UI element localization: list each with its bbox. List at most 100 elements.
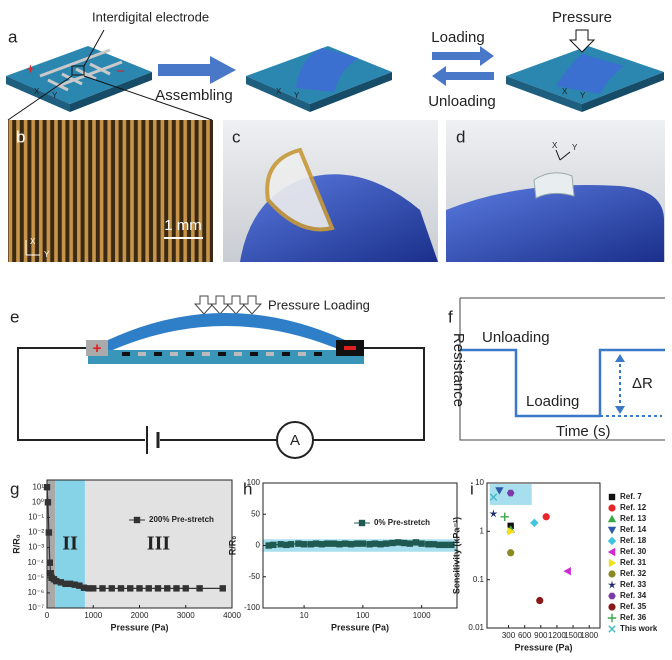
legend-marker bbox=[607, 580, 617, 589]
region-label: III bbox=[147, 533, 171, 555]
legend-label: Ref. 31 bbox=[620, 558, 647, 567]
label: Pressure Loading bbox=[268, 297, 370, 312]
axis-x: X bbox=[34, 87, 40, 96]
marker bbox=[383, 540, 390, 547]
zoom-line bbox=[83, 75, 213, 121]
legend-marker bbox=[608, 592, 616, 600]
marker bbox=[164, 585, 171, 592]
panel-b: b 1 mm X Y bbox=[8, 120, 213, 262]
marker bbox=[412, 539, 420, 546]
panel-letter: a bbox=[8, 27, 18, 46]
legend-label: Ref. 34 bbox=[620, 591, 647, 600]
marker bbox=[219, 585, 226, 592]
marker bbox=[359, 540, 367, 547]
y-tick-label: 10 bbox=[475, 478, 484, 487]
axis-y: Y bbox=[44, 250, 50, 259]
panel-letter: b bbox=[16, 127, 25, 146]
marker bbox=[395, 539, 402, 546]
sign bbox=[344, 346, 356, 350]
x-label: Time (s) bbox=[556, 423, 610, 440]
film bbox=[556, 54, 624, 94]
label: Loading bbox=[526, 393, 579, 410]
legend-marker bbox=[607, 547, 616, 557]
legend-marker bbox=[607, 514, 617, 523]
y-tick-label: 10⁻¹ bbox=[28, 513, 44, 522]
sign: + bbox=[93, 340, 102, 357]
axis-x: X bbox=[30, 237, 36, 246]
marker bbox=[85, 585, 92, 592]
marker bbox=[45, 529, 53, 536]
legend-marker bbox=[358, 519, 366, 527]
legend-marker bbox=[607, 536, 617, 546]
legend-label: Ref. 12 bbox=[620, 503, 647, 512]
y-tick-label: 10⁻⁴ bbox=[27, 558, 44, 567]
x-tick-label: 10 bbox=[300, 611, 309, 620]
axes bbox=[25, 240, 40, 256]
press-arrow bbox=[568, 29, 596, 53]
y-tick-label: -100 bbox=[244, 603, 261, 612]
y-tick-label: 10⁻⁶ bbox=[28, 588, 44, 597]
panel-letter: f bbox=[448, 307, 453, 326]
ammeter bbox=[276, 421, 314, 459]
marker bbox=[489, 493, 498, 501]
marker bbox=[57, 579, 65, 586]
x-tick-label: 2000 bbox=[131, 611, 149, 620]
y-label: Resistance bbox=[450, 333, 467, 407]
load-arrows bbox=[193, 295, 263, 315]
marker bbox=[341, 540, 349, 547]
x-tick-label: 3000 bbox=[177, 611, 195, 620]
marker bbox=[418, 540, 425, 547]
legend-label: This work bbox=[620, 624, 658, 633]
electrodes bbox=[138, 352, 306, 356]
marker bbox=[307, 541, 314, 548]
panel-letter: c bbox=[232, 127, 241, 146]
marker bbox=[366, 541, 373, 548]
electrode bbox=[39, 48, 123, 92]
legend-marker bbox=[608, 504, 616, 512]
marker bbox=[312, 540, 320, 547]
marker bbox=[154, 585, 162, 592]
x-tick-label: 1000 bbox=[413, 611, 431, 620]
film bbox=[108, 313, 345, 352]
legend-label: Ref. 30 bbox=[620, 547, 647, 556]
electrodes bbox=[122, 352, 322, 356]
panel-letter: g bbox=[10, 479, 19, 498]
legend-label: Ref. 32 bbox=[620, 569, 647, 578]
x-axis-label: Pressure (Pa) bbox=[110, 622, 168, 632]
axis-x: X bbox=[562, 87, 568, 96]
substrate-side bbox=[582, 72, 664, 112]
marker bbox=[99, 585, 106, 592]
marker bbox=[71, 581, 78, 588]
marker bbox=[530, 518, 539, 528]
x-tick-label: 1200 bbox=[548, 631, 566, 640]
marker bbox=[406, 540, 414, 547]
legend-label: Ref. 18 bbox=[620, 536, 647, 545]
legend-label: Ref. 35 bbox=[620, 602, 647, 611]
marker bbox=[318, 541, 325, 548]
y-axis-label: R/R₀ bbox=[227, 536, 237, 556]
marker bbox=[108, 585, 115, 592]
marker bbox=[127, 585, 134, 592]
frame bbox=[459, 297, 665, 441]
axes bbox=[555, 149, 571, 161]
arrow bbox=[432, 66, 494, 86]
finger bbox=[446, 185, 664, 262]
zoom-line bbox=[7, 75, 73, 121]
scale-label: 1 mm bbox=[164, 217, 202, 234]
y-tick-label: 1 bbox=[480, 526, 485, 535]
substrate-side bbox=[70, 72, 152, 112]
marker bbox=[145, 585, 152, 592]
marker bbox=[283, 541, 290, 549]
marker bbox=[62, 580, 69, 588]
marker bbox=[66, 580, 74, 588]
y-tick-label: 0 bbox=[256, 541, 261, 550]
legend-label: Ref. 33 bbox=[620, 580, 647, 589]
label: Interdigital electrode bbox=[92, 9, 209, 24]
marker bbox=[47, 570, 54, 577]
marker bbox=[377, 541, 384, 548]
marker bbox=[507, 549, 515, 557]
y-tick-label: 0.1 bbox=[473, 575, 485, 584]
micrograph bbox=[8, 120, 213, 262]
marker bbox=[136, 585, 143, 592]
